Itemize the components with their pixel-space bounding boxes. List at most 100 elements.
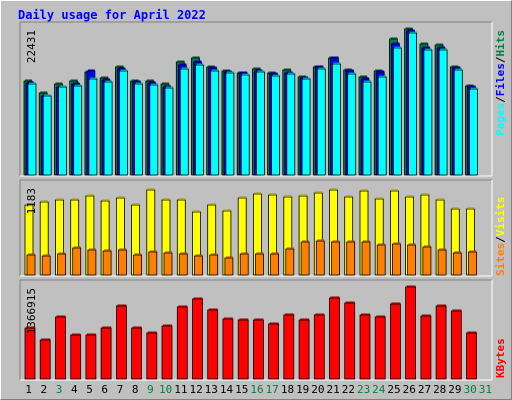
y-tick-label-3: 1366915 bbox=[25, 288, 38, 334]
bar-hits-top-day-7 bbox=[116, 65, 124, 67]
bar-hits-top-day-22 bbox=[344, 68, 352, 70]
bar-pages-day-14 bbox=[225, 72, 235, 176]
bar-sites-top-day-16 bbox=[256, 252, 264, 254]
bar-sites-day-22 bbox=[346, 241, 356, 276]
day-label-8: 8 bbox=[132, 383, 139, 396]
bar-files-top-day-4 bbox=[72, 82, 80, 84]
bar-kbytes-day-14 bbox=[222, 318, 234, 380]
day-label-25: 25 bbox=[387, 383, 400, 396]
bar-kbytes-day-18 bbox=[283, 314, 295, 380]
bar-visits-top-day-2 bbox=[41, 200, 49, 202]
bar-visits-top-day-22 bbox=[345, 195, 353, 197]
bar-kbytes-top-day-23 bbox=[361, 313, 370, 315]
bar-kbytes-top-day-10 bbox=[163, 324, 172, 326]
bar-kbytes-day-17 bbox=[268, 323, 280, 380]
bar-pages-top-day-28 bbox=[440, 48, 448, 50]
bar-sites-top-day-19 bbox=[302, 240, 310, 242]
bar-pages-day-5 bbox=[88, 78, 98, 176]
bar-sites-top-day-11 bbox=[180, 252, 188, 254]
bar-hits-top-day-29 bbox=[451, 65, 459, 67]
bar-hits-top-day-11 bbox=[177, 60, 185, 62]
bar-sites-top-day-24 bbox=[378, 243, 386, 245]
bar-kbytes-top-day-25 bbox=[391, 302, 401, 304]
bar-kbytes-top-day-13 bbox=[208, 308, 218, 310]
day-label-3: 3 bbox=[56, 383, 63, 396]
bar-pages-day-7 bbox=[119, 70, 128, 176]
bar-kbytes-day-26 bbox=[405, 286, 417, 380]
bar-files-top-day-1 bbox=[27, 81, 34, 83]
bar-pages-top-day-4 bbox=[74, 84, 82, 86]
bar-files-top-day-14 bbox=[224, 70, 232, 72]
bar-visits-top-day-23 bbox=[361, 189, 368, 191]
day-label-15: 15 bbox=[235, 383, 248, 396]
bar-files-top-day-17 bbox=[270, 72, 278, 74]
day-label-28: 28 bbox=[433, 383, 446, 396]
bar-kbytes-top-day-2 bbox=[41, 338, 51, 340]
bar-kbytes-top-day-21 bbox=[330, 296, 340, 298]
bar-hits-top-day-14 bbox=[222, 69, 230, 71]
bar-pages-top-day-26 bbox=[409, 31, 417, 33]
bar-sites-top-day-12 bbox=[195, 254, 203, 256]
day-label-16: 16 bbox=[250, 383, 263, 396]
bar-files-top-day-26 bbox=[407, 29, 415, 31]
day-label-4: 4 bbox=[71, 383, 78, 396]
bar-kbytes-top-day-28 bbox=[437, 304, 447, 306]
bar-files-top-day-28 bbox=[438, 46, 446, 48]
bar-sites-top-day-10 bbox=[165, 251, 172, 253]
bar-visits-top-day-10 bbox=[163, 198, 170, 200]
bar-pages-top-day-24 bbox=[379, 75, 387, 77]
bar-kbytes-day-15 bbox=[237, 319, 249, 380]
bar-kbytes-day-29 bbox=[450, 310, 462, 380]
bar-kbytes-top-day-3 bbox=[56, 315, 66, 317]
bar-pages-top-day-2 bbox=[44, 94, 52, 96]
bar-sites-day-24 bbox=[376, 244, 386, 276]
bar-kbytes-day-16 bbox=[252, 319, 264, 380]
bar-sites-top-day-17 bbox=[271, 252, 279, 254]
day-label-2: 2 bbox=[40, 383, 47, 396]
bar-sites-top-day-8 bbox=[134, 253, 142, 255]
bar-kbytes-top-day-30 bbox=[467, 331, 477, 333]
bar-pages-day-12 bbox=[195, 64, 204, 176]
bar-pages-top-day-17 bbox=[272, 74, 280, 76]
legend-kbytes-kbytes: KBytes bbox=[494, 338, 507, 378]
legend-hits-files-pages-separator: / bbox=[494, 96, 507, 103]
bar-visits-top-day-25 bbox=[391, 189, 399, 191]
day-label-1: 1 bbox=[25, 383, 32, 396]
bar-hits-top-day-16 bbox=[253, 67, 261, 69]
bar-kbytes-top-day-22 bbox=[345, 301, 355, 303]
bar-sites-day-11 bbox=[178, 253, 188, 276]
bar-files-top-day-16 bbox=[255, 69, 263, 71]
bar-sites-top-day-30 bbox=[469, 250, 477, 252]
bar-pages-day-4 bbox=[73, 85, 83, 176]
bar-visits-top-day-18 bbox=[284, 195, 292, 197]
bar-sites-day-5 bbox=[87, 249, 97, 276]
bar-pages-day-28 bbox=[438, 49, 448, 176]
bar-kbytes-top-day-9 bbox=[147, 331, 157, 333]
bar-hits-top-day-8 bbox=[131, 79, 139, 81]
bar-kbytes-day-19 bbox=[298, 319, 310, 380]
bar-kbytes-day-13 bbox=[207, 309, 219, 380]
legend-hits-files-pages-files: Files bbox=[494, 63, 507, 96]
bar-pages-top-day-11 bbox=[181, 67, 189, 69]
bar-hits-top-day-18 bbox=[283, 68, 291, 70]
bar-files-top-day-6 bbox=[103, 78, 111, 80]
bar-sites-top-day-27 bbox=[423, 245, 431, 247]
bar-pages-top-day-27 bbox=[424, 48, 432, 50]
bar-kbytes-top-day-27 bbox=[421, 314, 431, 316]
bar-kbytes-top-day-7 bbox=[117, 304, 127, 306]
bar-files-top-day-25 bbox=[392, 42, 400, 44]
bar-sites-day-26 bbox=[407, 244, 417, 276]
bar-pages-top-day-30 bbox=[470, 87, 478, 89]
bar-kbytes-top-day-29 bbox=[452, 309, 462, 311]
bar-kbytes-top-day-14 bbox=[223, 317, 233, 319]
bar-pages-top-day-3 bbox=[59, 85, 67, 87]
bar-pages-top-day-8 bbox=[135, 82, 143, 84]
bar-sites-top-day-25 bbox=[393, 242, 401, 244]
bar-sites-top-day-6 bbox=[104, 249, 112, 251]
bar-files-top-day-23 bbox=[362, 77, 369, 79]
bar-kbytes-top-day-17 bbox=[269, 322, 279, 324]
bar-sites-day-10 bbox=[163, 252, 173, 276]
bar-pages-top-day-13 bbox=[211, 69, 219, 71]
bar-pages-day-24 bbox=[377, 76, 387, 176]
bar-sites-day-27 bbox=[422, 246, 432, 276]
